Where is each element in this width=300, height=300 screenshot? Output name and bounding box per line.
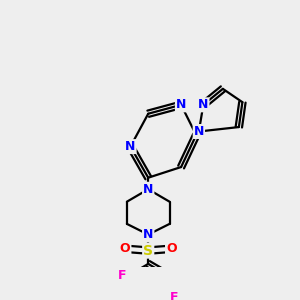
Text: O: O — [120, 242, 130, 255]
Text: N: N — [143, 228, 153, 241]
Text: N: N — [176, 98, 186, 111]
Text: N: N — [198, 98, 208, 111]
Text: F: F — [118, 269, 126, 282]
Text: N: N — [194, 125, 204, 138]
Text: N: N — [125, 140, 136, 153]
Text: S: S — [143, 244, 153, 258]
Text: O: O — [166, 242, 177, 255]
Text: N: N — [143, 183, 153, 196]
Text: F: F — [170, 291, 179, 300]
